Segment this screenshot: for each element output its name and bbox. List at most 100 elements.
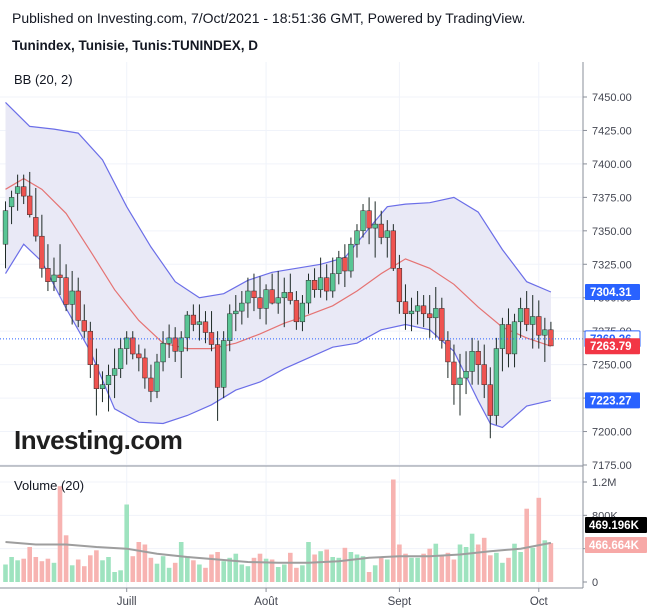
candle-body xyxy=(33,217,39,237)
volume-bar xyxy=(197,564,202,582)
candle-body xyxy=(378,223,384,238)
volume-bar xyxy=(409,557,414,582)
time-tick-label: Août xyxy=(254,596,278,608)
volume-ma-line xyxy=(5,541,552,564)
volume-bar xyxy=(282,564,287,582)
price-tick-label: 7400.00 xyxy=(592,159,632,171)
candle-body xyxy=(233,310,239,315)
volume-bar xyxy=(415,557,420,582)
volume-bar xyxy=(463,547,469,582)
bollinger-bands xyxy=(4,101,552,429)
volume-bar xyxy=(106,557,111,582)
volume-bar xyxy=(148,557,154,582)
volume-bar xyxy=(118,570,123,582)
volume-bar xyxy=(494,552,499,582)
candle-body xyxy=(342,257,348,272)
candle-body xyxy=(251,290,257,298)
candle-body xyxy=(402,301,409,314)
volume-bar xyxy=(269,559,275,582)
price-label-box xyxy=(585,392,640,409)
volume-bar xyxy=(348,552,354,582)
volume-bar xyxy=(288,552,293,582)
volume-bar xyxy=(172,562,178,582)
time-tick-label: Sept xyxy=(388,596,412,608)
volume-bar xyxy=(518,552,523,582)
candle-body xyxy=(451,361,457,385)
candle-body xyxy=(469,351,475,372)
candle-body xyxy=(69,290,75,305)
volume-bar xyxy=(530,547,535,582)
candle-body xyxy=(360,210,366,232)
price-label-text: 7263.79 xyxy=(590,341,632,353)
candle-body xyxy=(178,337,184,352)
candle-body xyxy=(536,316,542,336)
volume-tick-label: 0 xyxy=(592,577,598,589)
volume-bar xyxy=(166,567,172,582)
candle-body xyxy=(487,384,493,416)
candle-body xyxy=(542,329,548,336)
bollinger-fill xyxy=(5,102,551,428)
candle-body xyxy=(154,361,160,392)
volume-bar xyxy=(257,553,263,582)
volume-bar xyxy=(336,557,342,582)
volume-bar xyxy=(488,555,493,582)
candle-body xyxy=(427,313,433,319)
volume-bar xyxy=(82,566,87,582)
candle-body xyxy=(202,321,209,333)
candle-body xyxy=(390,230,396,269)
candle-body xyxy=(57,274,63,278)
volume-bar xyxy=(354,554,360,582)
candle-body xyxy=(87,330,93,365)
volume-label-text: 466.664K xyxy=(589,540,640,552)
time-tick-label: Juill xyxy=(117,596,137,608)
candle-body xyxy=(166,337,172,344)
candle-body xyxy=(172,337,178,352)
volume-bar xyxy=(391,479,396,582)
volume-bar xyxy=(100,560,105,582)
price-label-box xyxy=(585,284,640,300)
volume-bar xyxy=(178,542,184,582)
candle-body xyxy=(39,235,45,269)
volume-bar xyxy=(300,565,305,582)
volume-bar xyxy=(542,540,548,582)
candle-body xyxy=(51,274,57,282)
candle-body xyxy=(227,313,233,341)
volume-bar xyxy=(506,557,511,582)
price-axis: 7175.007200.007225.007250.007275.007300.… xyxy=(583,92,632,472)
price-tick-label: 7375.00 xyxy=(592,192,632,204)
volume-bar xyxy=(221,561,226,582)
volume-bar xyxy=(33,557,39,582)
price-tick-label: 7325.00 xyxy=(592,259,632,271)
volume-bar xyxy=(524,508,529,582)
candle-body xyxy=(293,300,300,323)
volume-bar xyxy=(27,547,32,582)
candle-body xyxy=(530,316,536,325)
volume-bar xyxy=(457,544,463,582)
candle-body xyxy=(439,308,445,341)
price-tick-label: 7450.00 xyxy=(592,92,632,104)
volume-bar xyxy=(88,555,93,582)
candle-body xyxy=(184,314,190,339)
volume-bar xyxy=(324,549,329,582)
volume-ma xyxy=(5,541,552,564)
candle-body xyxy=(124,337,130,349)
candle-body xyxy=(548,329,554,347)
volume-bar xyxy=(154,563,160,582)
candle-body xyxy=(493,348,500,416)
candle-body xyxy=(354,230,360,245)
candle-body xyxy=(287,292,293,301)
candle-body xyxy=(45,268,51,282)
candle-body xyxy=(130,337,136,355)
candle-body xyxy=(324,277,330,292)
price-tick-label: 7175.00 xyxy=(592,460,632,472)
candle-body xyxy=(99,384,106,389)
candle-body xyxy=(245,290,251,304)
volume-bar xyxy=(342,547,348,582)
candle-body xyxy=(384,230,390,238)
volume-bar xyxy=(112,572,117,582)
candle-body xyxy=(2,210,9,245)
volume-bars xyxy=(3,479,554,582)
volume-bar xyxy=(475,544,481,582)
published-line: Published on Investing.com, 7/Oct/2021 -… xyxy=(12,10,525,26)
